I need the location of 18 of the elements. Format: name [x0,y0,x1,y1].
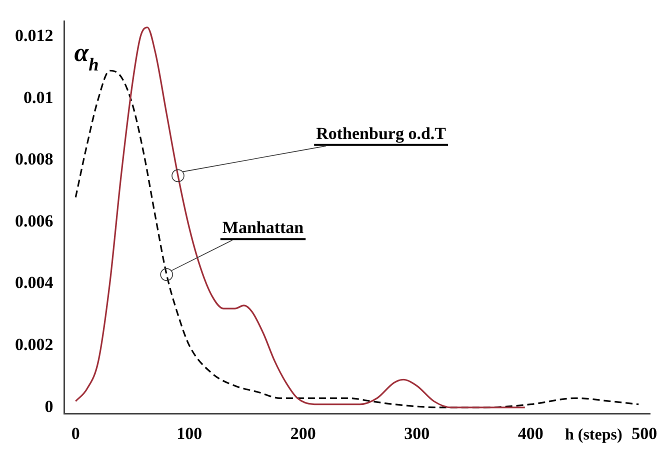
y-tick-label: 0.01 [24,88,54,107]
line-series [74,70,640,408]
y-tick-label: 0.006 [15,211,54,230]
x-tick-label: 100 [176,424,202,444]
y-tick-label: 0.008 [15,150,54,169]
y-tick-label: 0.002 [15,335,54,354]
x-tick-label: 400 [518,424,544,444]
x-tick-label: 300 [404,424,430,444]
y-tick-label: 0.012 [15,26,54,46]
y-tick-label: 0.004 [15,273,54,292]
x-tick-label: 200 [290,424,316,444]
x-tick-label: 0 [71,424,80,444]
y-tick-label: 0 [44,396,54,416]
x-axis-title: h (steps) [564,426,622,444]
x-tick-label: 500 [632,424,658,444]
line-series [74,26,526,408]
text: Rothenburg o.d.T [316,124,447,143]
text: Manhattan [222,218,304,238]
